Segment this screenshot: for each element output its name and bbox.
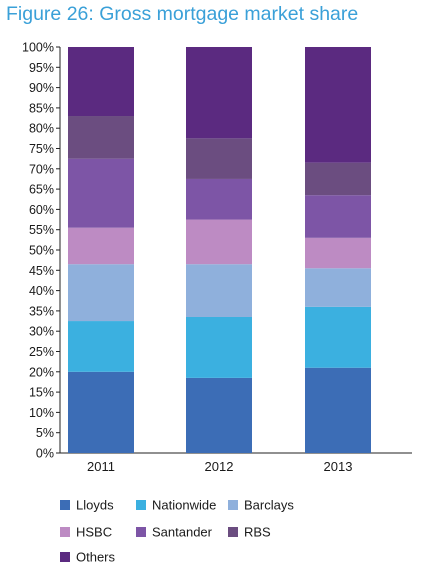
bar-segment-others-2011: [68, 47, 134, 117]
y-tick-label: 30%: [29, 325, 54, 339]
y-tick-label: 50%: [29, 244, 54, 258]
legend-swatch-hsbc: [60, 527, 70, 537]
y-tick-label: 15%: [29, 386, 54, 400]
bar-segment-santander-2012: [186, 178, 252, 220]
legend-label-others: Others: [76, 550, 116, 565]
y-axis: 0% 5% 10% 15% 20% 25% 30% 35% 40% 45% 50% 55% 60% 65%…: [22, 41, 412, 461]
category-label-2012: 2012: [205, 459, 234, 474]
bar-segment-nationwide-2012: [186, 316, 252, 378]
y-tick-label: 45%: [29, 264, 54, 278]
y-tick-label: 10%: [29, 406, 54, 420]
bar-segment-lloyds-2013: [305, 367, 371, 453]
bar-segment-others-2013: [305, 47, 371, 163]
y-tick-label: 65%: [29, 183, 54, 197]
category-label-2013: 2013: [324, 459, 353, 474]
bar-segment-nationwide-2013: [305, 306, 371, 368]
legend-swatch-barclays: [228, 500, 238, 510]
bar-segment-barclays-2012: [186, 264, 252, 317]
bar-segment-hsbc-2013: [305, 237, 371, 269]
y-tick-label: 70%: [29, 162, 54, 176]
bar-segment-rbs-2012: [186, 138, 252, 179]
y-tick-label: 60%: [29, 203, 54, 217]
y-tick-label: 5%: [36, 426, 54, 440]
y-tick-label: 75%: [29, 142, 54, 156]
y-tick-label: 80%: [29, 122, 54, 136]
legend-label-barclays: Barclays: [244, 498, 294, 513]
y-tick-label: 55%: [29, 223, 54, 237]
bar-segment-nationwide-2011: [68, 321, 134, 372]
bar-segment-lloyds-2011: [68, 371, 134, 453]
legend-label-rbs: RBS: [244, 525, 271, 540]
legend-swatch-santander: [136, 527, 146, 537]
y-tick-label: 35%: [29, 304, 54, 318]
category-labels: 2011 2012 2013: [87, 459, 352, 474]
y-tick-label: 25%: [29, 345, 54, 359]
bar-segment-santander-2013: [305, 195, 371, 238]
bar-segment-others-2012: [186, 47, 252, 139]
legend-swatch-nationwide: [136, 500, 146, 510]
bar-segment-hsbc-2012: [186, 219, 252, 265]
y-tick-label: 20%: [29, 365, 54, 379]
legend: Lloyds Nationwide Barclays HSBC Santander RBS…: [60, 498, 294, 565]
legend-swatch-lloyds: [60, 500, 70, 510]
chart-title: Figure 26: Gross mortgage market share: [6, 3, 359, 25]
legend-swatch-others: [60, 552, 70, 562]
bar-segment-hsbc-2011: [68, 227, 134, 265]
y-tick-label: 40%: [29, 284, 54, 298]
bar-segment-lloyds-2012: [186, 377, 252, 453]
legend-label-nationwide: Nationwide: [152, 498, 216, 513]
bar-segment-barclays-2013: [305, 268, 371, 307]
bar-segment-barclays-2011: [68, 264, 134, 322]
legend-label-hsbc: HSBC: [76, 525, 112, 540]
legend-label-lloyds: Lloyds: [76, 498, 114, 513]
legend-swatch-rbs: [228, 527, 238, 537]
y-tick-label: 85%: [29, 101, 54, 115]
y-tick-label: 95%: [29, 61, 54, 75]
bar-segment-rbs-2013: [305, 162, 371, 196]
y-tick-label: 100%: [22, 41, 54, 55]
category-label-2011: 2011: [87, 459, 115, 474]
y-tick-label: 90%: [29, 81, 54, 95]
y-tick-label: 0%: [36, 447, 54, 461]
bar-segment-rbs-2011: [68, 116, 134, 159]
legend-label-santander: Santander: [152, 525, 213, 540]
bars: [68, 47, 371, 453]
bar-segment-santander-2011: [68, 158, 134, 228]
